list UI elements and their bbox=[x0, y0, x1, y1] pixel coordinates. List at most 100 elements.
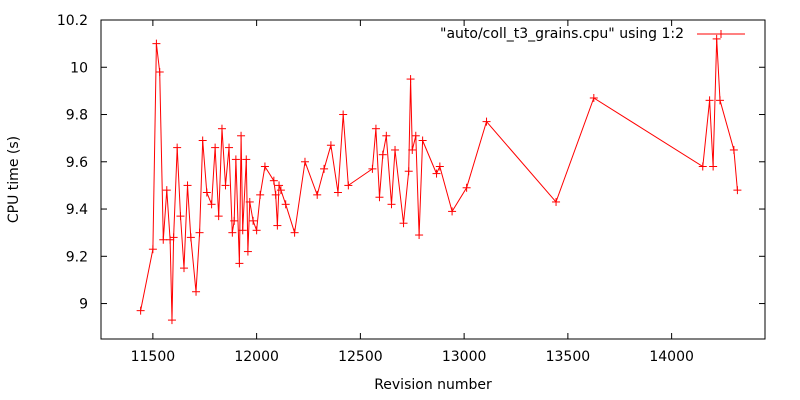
data-point bbox=[404, 167, 413, 176]
data-point bbox=[198, 136, 207, 145]
data-point bbox=[709, 162, 718, 171]
data-point bbox=[733, 186, 742, 195]
y-axis-label: CPU time (s) bbox=[6, 136, 22, 223]
data-point bbox=[333, 188, 342, 197]
data-point bbox=[217, 124, 226, 133]
data-point bbox=[211, 143, 220, 152]
data-point bbox=[231, 155, 240, 164]
x-tick-label: 13000 bbox=[442, 349, 487, 365]
data-point bbox=[729, 145, 738, 154]
x-tick-label: 12000 bbox=[234, 349, 279, 365]
data-point bbox=[228, 228, 237, 237]
data-point bbox=[245, 197, 254, 206]
data-point bbox=[408, 145, 417, 154]
data-point bbox=[552, 197, 561, 206]
legend-marker bbox=[717, 30, 725, 38]
y-tick-label: 9.2 bbox=[66, 249, 88, 265]
data-point bbox=[230, 216, 239, 225]
y-axis-ticks: 9 9.2 9.4 9.6 9.8 10 10.2 bbox=[57, 13, 765, 313]
data-point bbox=[705, 96, 714, 105]
y-tick-label: 9.4 bbox=[66, 202, 88, 218]
y-tick-label: 9.8 bbox=[66, 108, 88, 124]
data-point bbox=[242, 155, 251, 164]
data-point bbox=[368, 164, 377, 173]
data-point bbox=[378, 150, 387, 159]
data-point bbox=[326, 141, 335, 150]
data-point bbox=[313, 190, 322, 199]
data-point bbox=[276, 186, 285, 195]
data-point bbox=[159, 235, 168, 244]
data-point bbox=[214, 212, 223, 221]
data-point bbox=[375, 193, 384, 202]
data-point bbox=[411, 131, 420, 140]
data-point bbox=[256, 190, 265, 199]
data-point bbox=[243, 247, 252, 256]
data-point bbox=[382, 131, 391, 140]
data-point bbox=[273, 221, 282, 230]
data-point bbox=[715, 96, 724, 105]
data-point bbox=[435, 162, 444, 171]
data-point bbox=[275, 181, 284, 190]
data-point bbox=[448, 207, 457, 216]
data-point bbox=[173, 143, 182, 152]
data-point bbox=[281, 200, 290, 209]
data-point bbox=[162, 186, 171, 195]
data-point bbox=[399, 219, 408, 228]
x-tick-label: 14000 bbox=[649, 349, 694, 365]
data-point bbox=[300, 157, 309, 166]
data-point bbox=[238, 226, 247, 235]
x-tick-label: 11500 bbox=[131, 349, 176, 365]
data-point bbox=[371, 124, 380, 133]
data-point bbox=[195, 228, 204, 237]
data-point bbox=[249, 216, 258, 225]
data-point bbox=[415, 231, 424, 240]
data-point bbox=[271, 190, 280, 199]
data-point bbox=[252, 226, 261, 235]
y-tick-label: 10 bbox=[70, 60, 88, 76]
data-point bbox=[418, 136, 427, 145]
y-tick-label: 9 bbox=[79, 297, 88, 313]
data-point bbox=[344, 181, 353, 190]
data-point bbox=[589, 93, 598, 102]
y-tick-label: 9.6 bbox=[66, 155, 88, 171]
data-point bbox=[152, 39, 161, 48]
data-point bbox=[462, 183, 471, 192]
data-point bbox=[235, 259, 244, 268]
legend-label: "auto/coll_t3_grains.cpu" using 1:2 bbox=[440, 26, 684, 42]
data-point bbox=[237, 131, 246, 140]
data-point bbox=[698, 162, 707, 171]
data-point bbox=[406, 75, 415, 84]
plot-frame bbox=[100, 19, 766, 340]
data-point bbox=[183, 181, 192, 190]
data-point bbox=[180, 264, 188, 273]
data-point bbox=[339, 110, 348, 119]
data-point bbox=[136, 306, 145, 315]
data-point bbox=[712, 34, 721, 43]
series-line bbox=[140, 38, 738, 321]
data-point bbox=[387, 200, 396, 209]
data-point bbox=[167, 316, 176, 325]
series-group bbox=[136, 34, 742, 325]
data-point bbox=[148, 245, 157, 254]
x-axis-label: Revision number bbox=[374, 377, 492, 393]
data-point bbox=[482, 117, 491, 126]
legend: "auto/coll_t3_grains.cpu" using 1:2 bbox=[440, 26, 745, 42]
data-point bbox=[432, 169, 441, 178]
data-point bbox=[290, 228, 299, 237]
y-tick-label: 10.2 bbox=[57, 13, 88, 29]
data-point bbox=[260, 162, 269, 171]
data-point bbox=[207, 200, 216, 209]
data-point bbox=[155, 67, 164, 76]
plot-border bbox=[100, 19, 766, 340]
data-point bbox=[391, 145, 400, 154]
data-point bbox=[202, 188, 211, 197]
data-point bbox=[320, 164, 329, 173]
data-point bbox=[221, 181, 230, 190]
data-point bbox=[192, 287, 201, 296]
x-tick-label: 12500 bbox=[338, 349, 383, 365]
data-point bbox=[186, 233, 195, 242]
data-point bbox=[169, 233, 178, 242]
x-tick-label: 13500 bbox=[546, 349, 591, 365]
